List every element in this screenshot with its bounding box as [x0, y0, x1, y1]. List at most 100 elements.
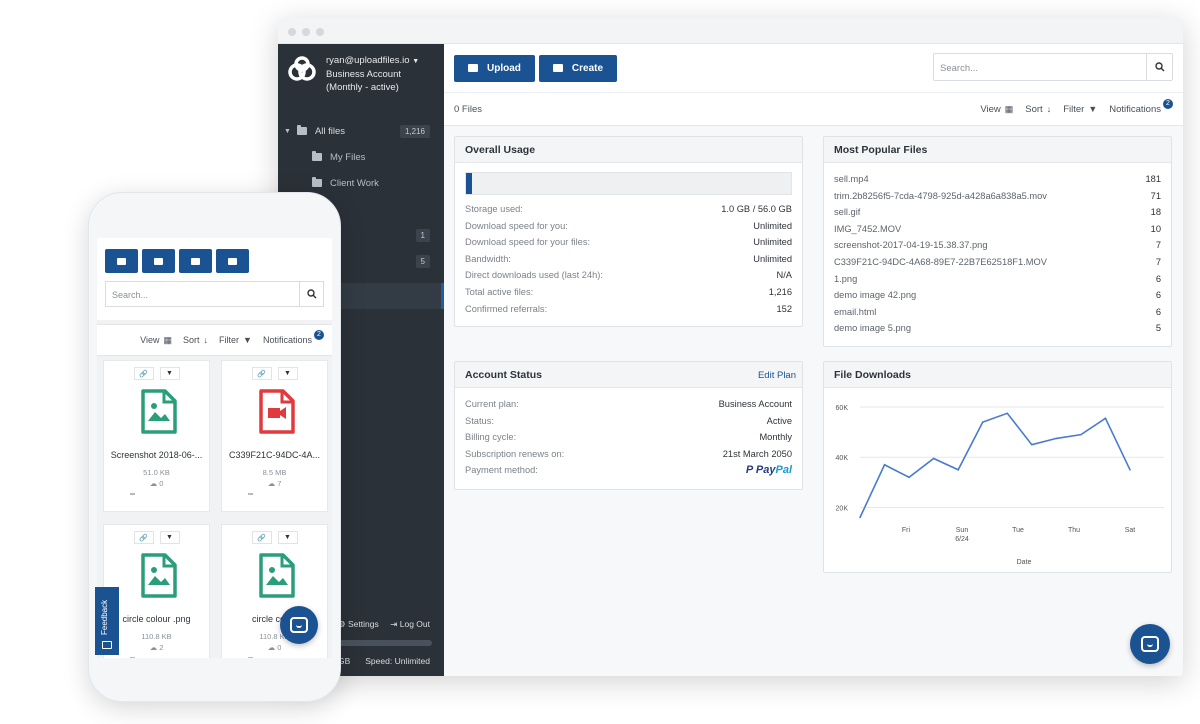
feedback-tab[interactable]: Feedback [95, 587, 119, 655]
popular-files-title: Most Popular Files [824, 137, 1171, 163]
file-type-mark [248, 493, 253, 495]
card-menu-button[interactable]: ▼ [277, 367, 298, 380]
sidebar-count-badge: 1,216 [399, 124, 430, 138]
copy-link-button[interactable]: 🔗 [133, 531, 154, 544]
chat-button[interactable] [1130, 624, 1170, 664]
copy-link-button[interactable]: 🔗 [251, 531, 272, 544]
account-status-row-label: Status: [465, 415, 494, 426]
window-close-dot[interactable] [288, 28, 296, 36]
link-icon: 🔗 [257, 534, 266, 542]
mobile-filter-toggle[interactable]: Filter ▼ [219, 335, 252, 345]
copy-link-button[interactable]: 🔗 [251, 367, 272, 380]
create-button[interactable]: Create [538, 54, 618, 82]
usage-row: Bandwidth: Unlimited [455, 251, 802, 268]
popular-file-row-value: 6 [1155, 273, 1161, 284]
mobile-screen: Search... View ▦ Sort ↓ Filter ▼ Notificati… [97, 238, 332, 658]
popular-file-row[interactable]: IMG_7452.MOV 10 [824, 221, 1171, 238]
sort-label: Sort [183, 335, 200, 345]
file-size: 110.8 KB [141, 632, 172, 641]
card-menu-button[interactable]: ▼ [277, 531, 298, 544]
mobile-account-button[interactable] [216, 249, 249, 273]
chart-data-point [981, 421, 984, 423]
popular-file-row-value: 10 [1150, 223, 1161, 234]
account-email: ryan@uploadfiles.io [326, 55, 410, 66]
file-card[interactable]: 🔗 ▼ Screenshot 2018-06-... 51.0 KB ☁ 0 [103, 360, 210, 512]
chart-x-axis-label: Date [1017, 559, 1032, 566]
account-status-row: Billing cycle: Monthly [455, 429, 802, 446]
link-icon: 🔗 [139, 534, 148, 542]
sidebar-item-label: Client Work [330, 177, 379, 189]
mobile-view-toggle[interactable]: View ▦ [140, 335, 172, 346]
window-zoom-dot[interactable] [316, 28, 324, 36]
account-status-row-value: Monthly [759, 432, 792, 443]
upload-button[interactable]: Upload [454, 54, 535, 82]
file-size: 110.8 KB [259, 632, 290, 641]
popular-file-row[interactable]: 1.png 6 [824, 271, 1171, 288]
folder-icon [296, 125, 307, 135]
files-subbar: 0 Files View ▦ Sort ↓ Filter ▼ Notification… [444, 92, 1183, 126]
chart-x-tick-label: Thu [1068, 527, 1080, 534]
sidebar-item-client-work[interactable]: Client Work [278, 170, 444, 196]
folder-icon [312, 177, 322, 187]
notifications-label: Notifications [1109, 103, 1161, 115]
notifications-toggle[interactable]: Notifications 2 [1109, 99, 1173, 115]
file-card[interactable]: 🔗 ▼ circle colour .png 110.8 KB ☁ 2 [103, 524, 210, 658]
popular-file-row[interactable]: screenshot-2017-04-19-15.38.37.png 7 [824, 237, 1171, 254]
downloads-chart: 20K 40K 60K Fri Sun 6/24 Tue Thu Sat Date [836, 405, 1164, 566]
popular-file-row[interactable]: C339F21C-94DC-4A68-89E7-22B7E62518F1.MOV… [824, 254, 1171, 271]
popular-file-row-label: demo image 5.png [834, 323, 912, 334]
mobile-open-folder-button[interactable] [179, 249, 212, 273]
chart-data-point [957, 468, 959, 471]
mobile-upload-button[interactable] [105, 249, 138, 273]
sidebar-item-label: All files [314, 125, 346, 137]
chart-data-point [883, 463, 886, 466]
cloud-download-icon: ☁ [267, 643, 276, 652]
sidebar-item-folder[interactable]: 1 [278, 222, 444, 248]
view-toggle[interactable]: View ▦ [980, 104, 1013, 115]
card-menu-button[interactable]: ▼ [159, 367, 180, 380]
file-downloads: ☁ 0 [104, 479, 209, 488]
mobile-search-button[interactable] [299, 282, 323, 306]
sidebar-item-my-files[interactable]: My Files [278, 144, 444, 170]
file-type-mark [248, 657, 253, 658]
search-button[interactable] [1146, 54, 1172, 80]
popular-file-row[interactable]: trim.2b8256f5-7cda-4798-925d-a428a6a838a… [824, 188, 1171, 205]
sidebar-item-folder[interactable]: 5 [278, 248, 444, 274]
mobile-notifications-toggle[interactable]: Notifications 2 [263, 330, 324, 345]
settings-link[interactable]: ⚙ Settings [338, 619, 379, 630]
popular-file-row[interactable]: email.html 6 [824, 304, 1171, 321]
sidebar-item-all-files[interactable]: ▼ All files 1,216 [278, 118, 444, 144]
copy-link-button[interactable]: 🔗 [133, 367, 154, 380]
chart-x-tick-label: Sun [956, 527, 969, 534]
popular-file-row-label: trim.2b8256f5-7cda-4798-925d-a428a6a838a… [834, 190, 1047, 201]
popular-file-row[interactable]: demo image 42.png 6 [824, 287, 1171, 304]
mobile-subbar: View ▦ Sort ↓ Filter ▼ Notifications 2 [97, 324, 332, 356]
mobile-create-button[interactable] [142, 249, 175, 273]
filter-toggle[interactable]: Filter ▼ [1063, 104, 1097, 115]
popular-file-row[interactable]: demo image 5.png 5 [824, 320, 1171, 337]
popular-file-row[interactable]: sell.mp4 181 [824, 171, 1171, 188]
window-titlebar [278, 18, 1183, 44]
mobile-sort-toggle[interactable]: Sort ↓ [183, 335, 208, 345]
search-input[interactable]: Search... [933, 53, 1173, 81]
sort-toggle[interactable]: Sort ↓ [1025, 104, 1051, 115]
logout-link[interactable]: ⇥ Log Out [390, 619, 430, 630]
account-header[interactable]: ryan@uploadfiles.io ▼ Business Account (… [278, 44, 444, 116]
mobile-chat-button[interactable] [280, 606, 318, 644]
popular-file-row[interactable]: sell.gif 18 [824, 204, 1171, 221]
usage-row-label: Storage used: [465, 204, 523, 214]
card-menu-button[interactable]: ▼ [159, 531, 180, 544]
usage-row-label: Confirmed referrals: [465, 303, 548, 314]
account-status-row: Status: Active [455, 413, 802, 430]
folder-icon [312, 151, 322, 161]
mobile-search-input[interactable]: Search... [105, 281, 324, 307]
popular-file-row-value: 6 [1155, 290, 1161, 301]
window-minimize-dot[interactable] [302, 28, 310, 36]
edit-plan-link[interactable]: Edit Plan [757, 370, 796, 381]
usage-row: Storage used: 1.0 GB / 56.0 GB [455, 201, 802, 218]
toolbar: Upload Create Search... [444, 44, 1183, 92]
file-card[interactable]: 🔗 ▼ C339F21C-94DC-4A... 8.5 MB ☁ 7 [221, 360, 328, 512]
popular-file-row-value: 5 [1155, 323, 1161, 334]
account-status-row: Current plan: Business Account [455, 396, 802, 413]
overall-usage-panel: Overall Usage Storage used: 1.0 GB / 56.0… [454, 136, 803, 327]
